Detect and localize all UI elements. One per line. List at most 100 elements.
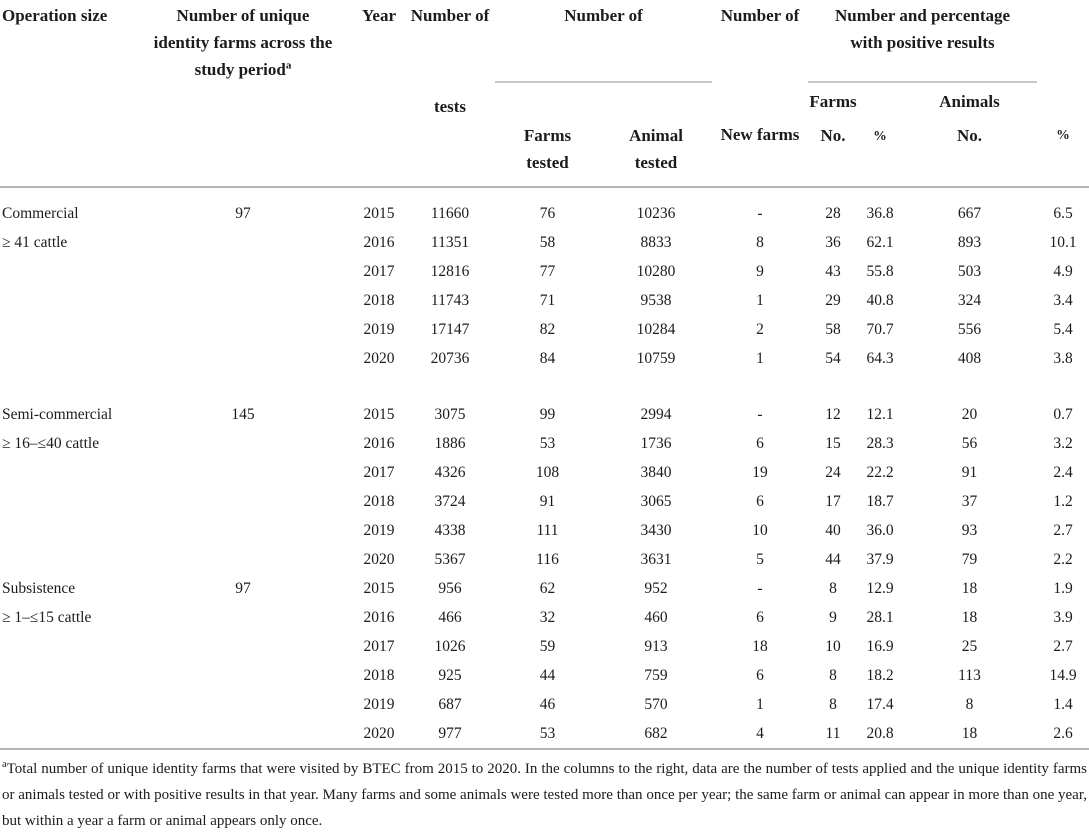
tests-cell: 11351	[430, 233, 470, 251]
col-header-animals-pct: %	[1037, 0, 1089, 188]
farms-positive-no-cell: 8	[829, 695, 837, 713]
year-cell: 2017	[363, 637, 395, 655]
new-farms-cell: 10	[752, 521, 768, 539]
empty-cell	[133, 603, 353, 632]
table-row: 2020 977 53 682 4 11 20.8 18 2.6	[0, 719, 1089, 748]
header-line: Number of unique	[176, 6, 310, 25]
header-line: with positive results	[850, 33, 995, 52]
year-cell: 2016	[363, 434, 395, 452]
empty-header-cell	[495, 82, 712, 111]
farms-tested-cell: 77	[539, 262, 556, 280]
table-row: 2017 4326 108 3840 19 24 22.2 91 2.4	[0, 458, 1089, 487]
farms-positive-no-cell: 36	[825, 233, 841, 251]
farms-positive-no-cell: 58	[825, 320, 841, 338]
animals-positive-no-cell: 667	[957, 204, 982, 222]
header-row-1: Operation size Number of unique identity …	[0, 0, 1089, 188]
col-header-farms-pct: %	[858, 111, 903, 188]
table-row: 2019 4338 111 3430 10 40 36.0 93 2.7	[0, 516, 1089, 545]
animals-tested-cell: 759	[644, 666, 668, 684]
empty-cell	[133, 487, 353, 516]
tests-cell: 925	[438, 666, 462, 684]
header-row-2: Farms Animals	[0, 82, 1089, 111]
farms-positive-pct-cell: 70.7	[866, 320, 894, 338]
animals-positive-pct-cell: 3.8	[1053, 349, 1073, 367]
animals-positive-pct-cell: 1.9	[1053, 579, 1073, 597]
farms-positive-no-cell: 11	[825, 724, 841, 742]
animals-tested-cell: 570	[644, 695, 668, 713]
tests-cell: 11660	[430, 204, 470, 222]
tests-cell: 687	[438, 695, 462, 713]
animals-positive-pct-cell: 4.9	[1053, 262, 1073, 280]
year-cell: 2019	[363, 521, 395, 539]
tests-cell: 17147	[430, 320, 470, 338]
table-row: 2020 5367 116 3631 5 44 37.9 79 2.2	[0, 545, 1089, 574]
spacer-cell	[0, 187, 1089, 199]
operation-size-range: ≥ 1–≤15 cattle	[2, 608, 92, 626]
subgroup-header-animals: Animals	[939, 92, 1000, 111]
header-row-3: Farms tested Animal tested No. % No.	[0, 111, 1089, 188]
animals-positive-no-cell: 324	[957, 291, 982, 309]
farms-positive-pct-cell: 20.8	[866, 724, 894, 742]
operation-size-label: Semi-commercial	[2, 405, 113, 423]
table-header: Operation size Number of unique identity …	[0, 0, 1089, 188]
col-header-animals-no: No.	[902, 111, 1038, 188]
animals-positive-no-cell: 93	[961, 521, 978, 539]
farms-positive-no-cell: 28	[825, 204, 841, 222]
animals-positive-no-cell: 18	[961, 608, 978, 626]
animals-positive-pct-cell: 14.9	[1049, 666, 1077, 684]
animals-positive-no-cell: 408	[957, 349, 982, 367]
animals-positive-pct-cell: 1.4	[1053, 695, 1073, 713]
table-row: 2018 925 44 759 6 8 18.2 113 14.9	[0, 661, 1089, 690]
empty-cell	[0, 257, 133, 286]
farms-positive-pct-cell: 18.7	[866, 492, 894, 510]
farms-tested-cell: 32	[539, 608, 556, 626]
animals-tested-cell: 913	[644, 637, 668, 655]
farms-positive-no-cell: 24	[825, 463, 841, 481]
empty-cell	[0, 632, 133, 661]
col-header-unique-farms: Number of unique identity farms across th…	[133, 0, 353, 188]
empty-cell	[133, 661, 353, 690]
header-line: Farms	[523, 126, 572, 145]
footnote-text: Total number of unique identity farms th…	[2, 761, 1087, 829]
spacer-cell	[0, 373, 1089, 400]
empty-cell	[133, 458, 353, 487]
farms-positive-no-cell: 10	[825, 637, 841, 655]
animals-positive-pct-cell: 1.2	[1053, 492, 1073, 510]
farms-positive-no-cell: 17	[825, 492, 841, 510]
animals-tested-cell: 8833	[640, 233, 672, 251]
empty-cell	[133, 228, 353, 257]
animals-tested-cell: 10759	[636, 349, 676, 367]
empty-cell	[0, 719, 133, 748]
year-cell: 2017	[363, 463, 395, 481]
farms-positive-pct-cell: 55.8	[866, 262, 894, 280]
animals-positive-pct-cell: 2.2	[1053, 550, 1073, 568]
new-farms-cell: 5	[756, 550, 764, 568]
empty-cell	[0, 690, 133, 719]
table-row: 2017 1026 59 913 18 10 16.9 25 2.7	[0, 632, 1089, 661]
new-farms-cell: 1	[756, 695, 764, 713]
animals-positive-pct-cell: 3.9	[1053, 608, 1073, 626]
year-cell: 2015	[363, 405, 395, 423]
farms-positive-pct-cell: 28.1	[866, 608, 894, 626]
farms-tested-cell: 108	[535, 463, 560, 481]
animals-positive-no-cell: 8	[965, 695, 974, 713]
animals-positive-pct-cell: 2.6	[1053, 724, 1073, 742]
tests-cell: 4326	[434, 463, 466, 481]
animals-positive-no-cell: 56	[961, 434, 978, 452]
animals-tested-cell: 3065	[640, 492, 672, 510]
group-gap-row	[0, 373, 1089, 400]
farms-tested-cell: 99	[539, 405, 556, 423]
animals-positive-pct-cell: 2.7	[1053, 637, 1073, 655]
farms-positive-no-cell: 9	[829, 608, 837, 626]
empty-cell	[0, 458, 133, 487]
farms-positive-pct-cell: 36.8	[866, 204, 894, 222]
empty-cell	[133, 719, 353, 748]
header-line: Number of	[720, 6, 800, 25]
farms-positive-no-cell: 44	[825, 550, 841, 568]
animals-tested-cell: 3430	[640, 521, 672, 539]
unique-farms-value: 97	[235, 204, 251, 222]
farms-tested-cell: 62	[539, 579, 556, 597]
tests-cell: 12816	[430, 262, 470, 280]
farms-positive-pct-cell: 64.3	[866, 349, 894, 367]
animals-positive-pct-cell: 0.7	[1053, 405, 1073, 423]
